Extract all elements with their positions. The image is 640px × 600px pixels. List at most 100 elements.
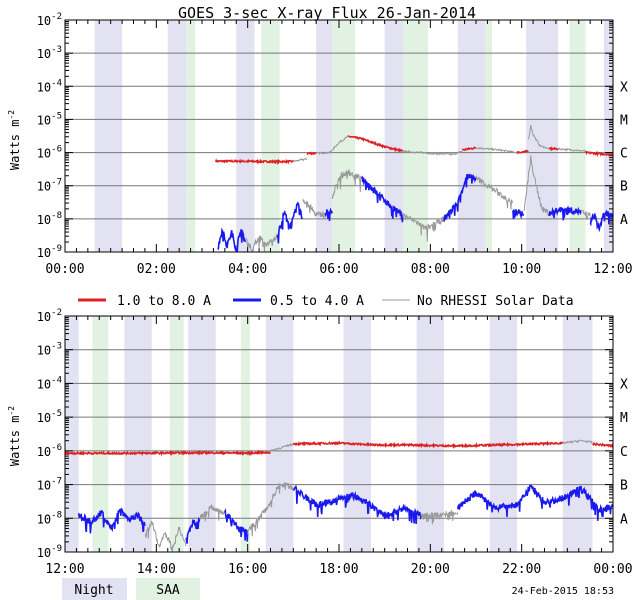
y-tick-label-base: 10 <box>37 213 51 227</box>
y-tick-label-base: 10 <box>37 479 51 493</box>
series-line-long <box>315 135 349 156</box>
series-line-long <box>562 439 593 445</box>
class-label: X <box>620 80 628 95</box>
series-line-short <box>580 209 591 220</box>
y-tick-label-base: 10 <box>37 147 51 161</box>
night-band <box>416 316 445 552</box>
class-label: M <box>620 113 628 128</box>
legend: 1.0 to 8.0 A 0.5 to 4.0 A No RHESSI Sola… <box>78 294 574 309</box>
series-line-short <box>276 201 303 244</box>
bottom-panel: 10-910-810-710-610-510-410-310-2ABCMX12:… <box>37 308 633 577</box>
y-tick-label-exponent: -2 <box>51 308 62 318</box>
night-band <box>384 20 403 252</box>
series-line-short <box>402 212 445 242</box>
y-tick-label-exponent: -4 <box>51 78 62 88</box>
series-line-short <box>224 508 249 542</box>
y-tick-label-base: 10 <box>37 180 51 194</box>
y-tick-label-exponent: -5 <box>51 409 62 419</box>
series-line-long <box>475 146 518 155</box>
series-line-short <box>548 205 582 221</box>
series-line-long <box>64 449 271 457</box>
y-tick-label-exponent: -7 <box>51 178 62 188</box>
night-band <box>65 316 79 552</box>
class-label: B <box>620 479 628 494</box>
x-tick-label: 12:00 <box>593 262 632 277</box>
x-tick-label: 06:00 <box>319 262 358 277</box>
night-swatch <box>62 578 127 600</box>
night-band <box>562 316 593 552</box>
y-tick-label: 10-8 <box>37 211 62 227</box>
y-tick-label: 10-2 <box>37 12 62 28</box>
y-tick-label-exponent: -3 <box>51 342 62 352</box>
x-tick-label: 08:00 <box>411 262 450 277</box>
series-line-long <box>347 135 404 154</box>
series-line-short <box>420 509 459 525</box>
series-line-short <box>456 484 614 521</box>
series-line-long <box>557 147 587 152</box>
series-line-long <box>516 149 529 155</box>
series-line-short <box>331 168 363 199</box>
y-tick-label-base: 10 <box>37 113 51 127</box>
series-line-short <box>324 207 333 222</box>
saa-swatch <box>136 578 200 600</box>
y-tick-label-exponent: -3 <box>51 45 62 55</box>
y-tick-label-exponent: -7 <box>51 477 62 487</box>
saa-band <box>402 20 429 252</box>
x-tick-label: 10:00 <box>502 262 541 277</box>
x-tick-label: 02:00 <box>137 262 176 277</box>
y-tick-label: 10-5 <box>37 111 62 127</box>
x-tick-label: 12:00 <box>45 562 84 577</box>
series-line-long <box>592 441 614 448</box>
series-line-long <box>214 158 294 166</box>
night-label: Night <box>74 583 113 598</box>
series-line-short <box>589 209 614 233</box>
night-band <box>265 316 294 552</box>
y-tick-label: 10-5 <box>37 409 62 425</box>
series-line-long <box>548 146 559 152</box>
legend-label-norhessi: No RHESSI Solar Data <box>417 294 574 309</box>
y-tick-label-exponent: -4 <box>51 375 62 385</box>
class-label: A <box>620 213 628 228</box>
class-label: C <box>620 445 628 460</box>
y-axis-label-bottom-sup: -2 <box>7 406 16 416</box>
legend-label-short: 0.5 to 4.0 A <box>270 294 364 309</box>
y-tick-label-exponent: -6 <box>51 145 62 155</box>
x-tick-label: 04:00 <box>228 262 267 277</box>
y-tick-label-base: 10 <box>37 310 51 324</box>
series-line-short <box>293 484 422 524</box>
saa-band <box>569 20 586 252</box>
y-tick-label: 10-4 <box>37 78 62 94</box>
x-tick-label: 18:00 <box>319 562 358 577</box>
figure-title: GOES 3-sec X-ray Flux 26-Jan-2014 <box>178 4 476 22</box>
y-tick-label-base: 10 <box>37 411 51 425</box>
class-label: X <box>620 377 628 392</box>
y-tick-label: 10-3 <box>37 342 62 358</box>
y-tick-label: 10-9 <box>37 244 62 260</box>
y-tick-label-base: 10 <box>37 14 51 28</box>
series-line-short <box>361 175 404 223</box>
y-axis-label-top-sup: -2 <box>7 110 16 120</box>
x-tick-label: 22:00 <box>502 562 541 577</box>
y-axis-label-bottom: Watts m-2 <box>7 406 22 466</box>
y-axis-label-top-main: Watts m <box>8 120 22 171</box>
y-tick-label: 10-4 <box>37 375 62 391</box>
saa-band <box>186 20 196 252</box>
y-tick-label-base: 10 <box>37 445 51 459</box>
y-tick-label-exponent: -2 <box>51 12 62 22</box>
y-tick-label-exponent: -9 <box>51 544 62 554</box>
series-line-short <box>247 482 294 537</box>
y-tick-label-base: 10 <box>37 344 51 358</box>
footer-timestamp: 24-Feb-2015 18:53 <box>512 586 614 597</box>
y-tick-label: 10-2 <box>37 308 62 324</box>
y-tick-label-base: 10 <box>37 246 51 260</box>
night-band <box>188 316 216 552</box>
y-tick-label: 10-6 <box>37 443 62 459</box>
night-band <box>457 20 486 252</box>
top-panel: 10-910-810-710-610-510-410-310-2ABCMX00:… <box>37 12 633 277</box>
saa-band <box>485 20 492 252</box>
y-axis-label-bottom-main: Watts m <box>8 416 22 467</box>
series-line-long <box>461 146 477 152</box>
svg-text:Watts m-2: Watts m-2 <box>7 110 22 170</box>
y-tick-label-base: 10 <box>37 546 51 560</box>
